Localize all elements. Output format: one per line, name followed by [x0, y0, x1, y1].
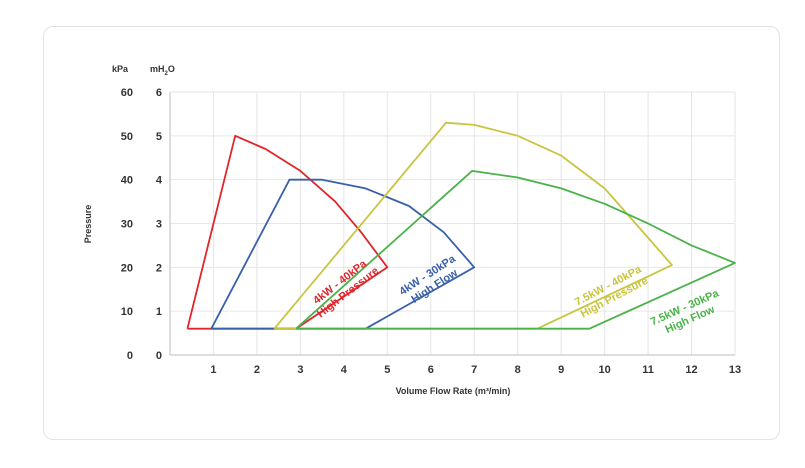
- series-curve-2: [210, 178, 476, 330]
- x-tick: 12: [685, 364, 697, 376]
- y-mh2o-tick: 4: [156, 175, 163, 187]
- series-curve-3: [273, 121, 673, 330]
- x-tick: 13: [729, 364, 741, 376]
- x-tick: 10: [598, 364, 610, 376]
- x-tick: 2: [254, 364, 260, 376]
- y-mh2o-tick: 2: [156, 262, 162, 274]
- x-tick: 1: [210, 364, 216, 376]
- right-axis-unit: mH2O: [150, 64, 175, 77]
- series-curves: [186, 121, 736, 330]
- y-kpa-tick: 40: [121, 175, 133, 187]
- y-kpa-tick: 20: [121, 262, 133, 274]
- series-curve-1: [186, 134, 389, 330]
- y-kpa-tick: 50: [121, 131, 133, 143]
- y-kpa-tick: 60: [121, 87, 133, 99]
- y-mh2o-tick: 6: [156, 87, 162, 99]
- x-tick: 11: [642, 364, 654, 376]
- y-mh2o-tick: 5: [156, 131, 162, 143]
- x-tick: 3: [297, 364, 303, 376]
- x-tick: 5: [384, 364, 390, 376]
- x-tick: 9: [558, 364, 564, 376]
- x-tick: 8: [515, 364, 521, 376]
- series-curve-4: [295, 170, 736, 330]
- y-kpa-tick: 0: [127, 350, 133, 362]
- y-mh2o-tick: 3: [156, 219, 162, 231]
- y-axis-label: Pressure: [83, 205, 93, 244]
- x-axis-ticks: 1 2 3 4 5 6 7 8 9 10 11 12 13: [210, 364, 741, 376]
- y-axis-ticks: 0 10 20 30 40 50 60 0 1 2 3 4 5 6: [121, 87, 163, 362]
- y-kpa-tick: 30: [121, 219, 133, 231]
- x-tick: 6: [428, 364, 434, 376]
- y-kpa-tick: 10: [121, 306, 133, 318]
- left-axis-unit: kPa: [112, 64, 129, 74]
- chart-card: [43, 26, 780, 440]
- x-tick: 7: [471, 364, 477, 376]
- x-axis-label: Volume Flow Rate (m³/min): [396, 386, 511, 396]
- grid: [169, 91, 736, 356]
- y-mh2o-tick: 1: [156, 306, 162, 318]
- x-origin-tick: 0: [156, 350, 162, 362]
- x-tick: 4: [341, 364, 348, 376]
